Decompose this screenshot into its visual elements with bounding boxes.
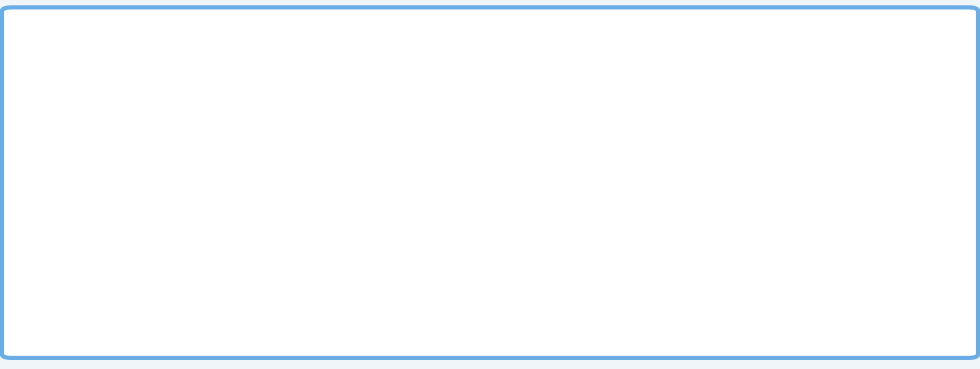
Polygon shape	[319, 145, 320, 171]
Polygon shape	[348, 145, 350, 171]
Polygon shape	[358, 135, 381, 181]
Polygon shape	[351, 145, 353, 171]
Polygon shape	[346, 145, 348, 171]
Polygon shape	[350, 145, 351, 171]
Ellipse shape	[805, 140, 829, 177]
Polygon shape	[329, 145, 331, 171]
FancyBboxPatch shape	[492, 120, 503, 196]
Polygon shape	[318, 145, 319, 171]
Polygon shape	[334, 145, 336, 171]
Polygon shape	[313, 145, 314, 171]
Polygon shape	[325, 145, 327, 171]
Polygon shape	[338, 145, 339, 171]
Polygon shape	[356, 145, 358, 171]
Ellipse shape	[752, 71, 858, 235]
Polygon shape	[324, 145, 325, 171]
Polygon shape	[327, 145, 329, 171]
Polygon shape	[353, 145, 355, 171]
Text: Acoustic noise: Acoustic noise	[737, 237, 854, 251]
Polygon shape	[309, 145, 311, 171]
Polygon shape	[314, 145, 316, 171]
Polygon shape	[336, 145, 338, 171]
Polygon shape	[308, 145, 309, 171]
Ellipse shape	[778, 95, 842, 211]
Polygon shape	[344, 145, 346, 171]
Polygon shape	[311, 145, 313, 171]
FancyBboxPatch shape	[492, 120, 564, 196]
Polygon shape	[322, 145, 324, 171]
Ellipse shape	[486, 190, 570, 213]
Polygon shape	[339, 145, 341, 171]
Polygon shape	[316, 145, 318, 171]
Polygon shape	[331, 145, 332, 171]
Text: Vibration of the power
inductor: Vibration of the power inductor	[436, 237, 620, 271]
Polygon shape	[332, 145, 334, 171]
Ellipse shape	[776, 210, 830, 247]
Ellipse shape	[486, 103, 570, 127]
Text: Alternating currents and pulse
waves of frequencies within
the audible range: Alternating currents and pulse waves of …	[33, 237, 284, 290]
Polygon shape	[320, 145, 322, 171]
Polygon shape	[355, 145, 356, 171]
Polygon shape	[343, 145, 344, 171]
Polygon shape	[341, 145, 343, 171]
